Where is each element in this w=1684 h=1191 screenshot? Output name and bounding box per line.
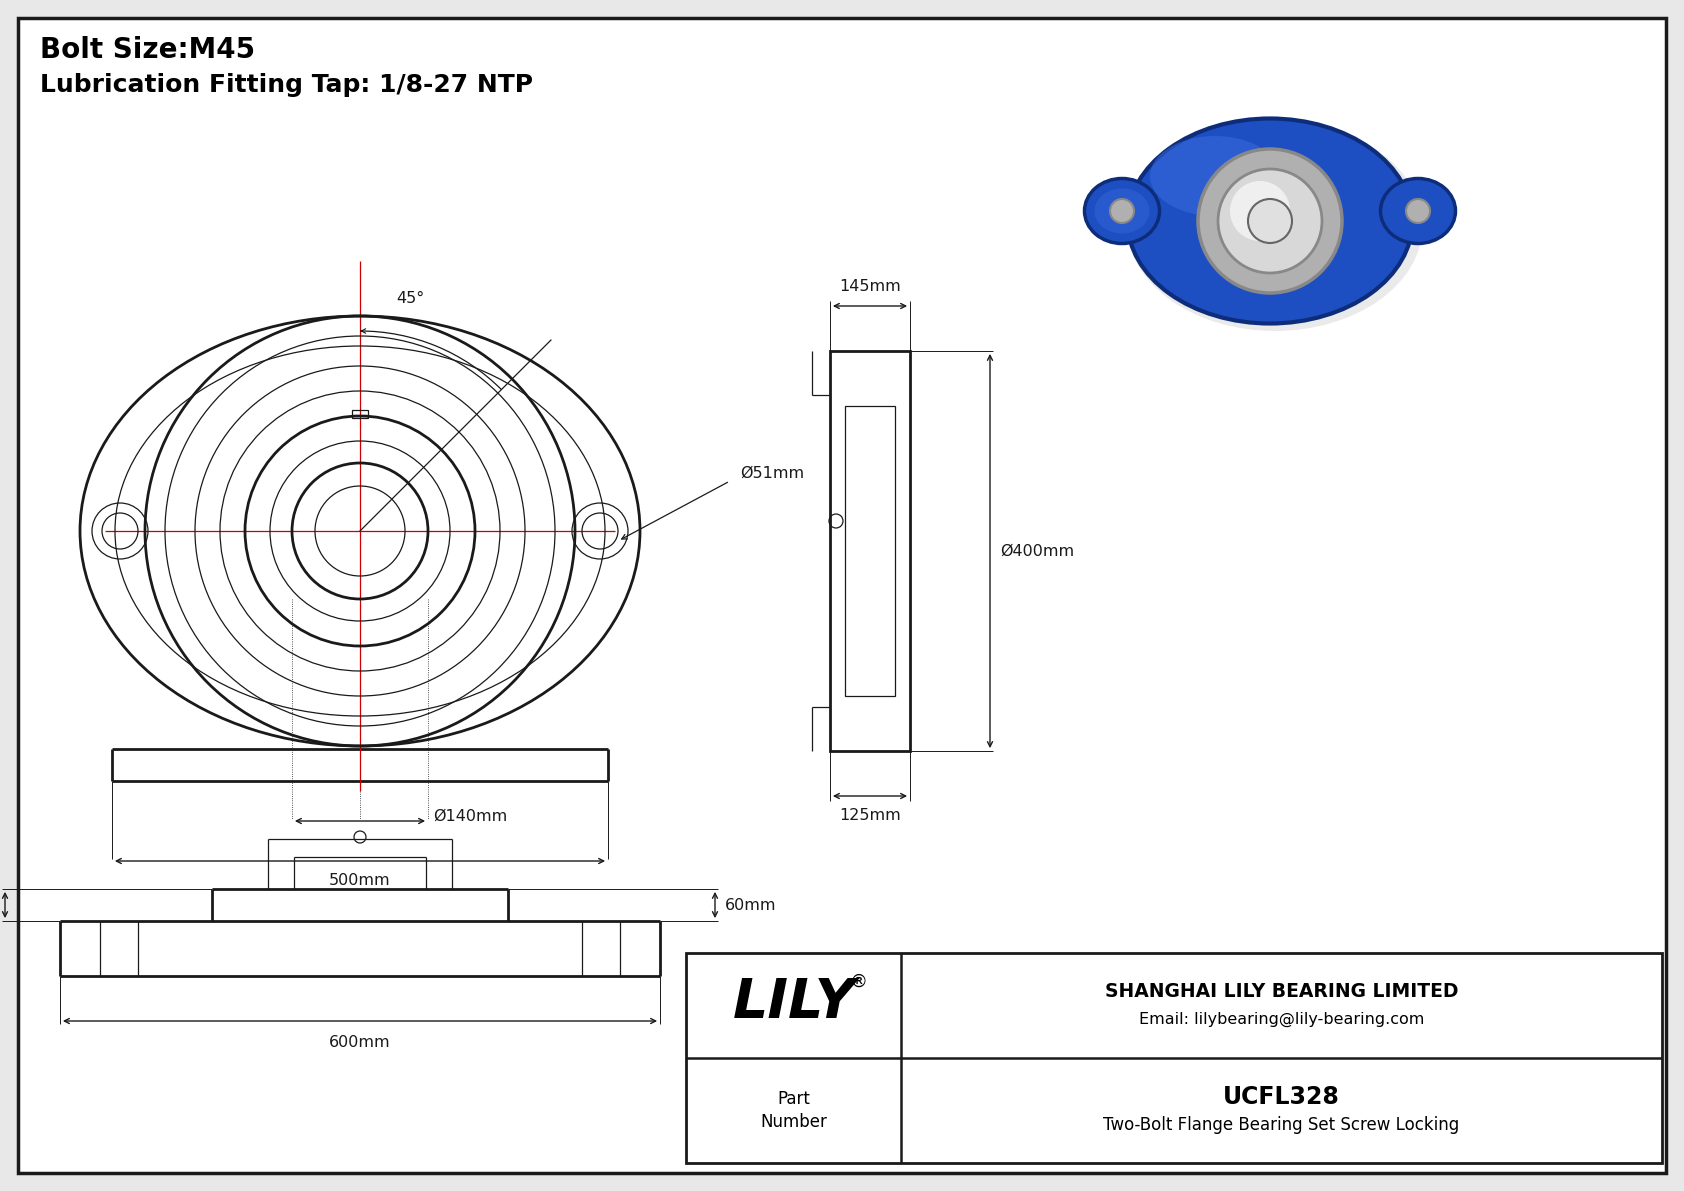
Bar: [685, 953, 1662, 1162]
Text: Email: lilybearing@lily-bearing.com: Email: lilybearing@lily-bearing.com: [1138, 1012, 1425, 1027]
Circle shape: [1406, 199, 1430, 223]
Text: Ø140mm: Ø140mm: [433, 809, 507, 823]
Circle shape: [1218, 169, 1322, 273]
Text: Part
Number: Part Number: [761, 1090, 827, 1131]
Text: 60mm: 60mm: [726, 898, 776, 912]
Text: LILY: LILY: [733, 977, 855, 1030]
Text: UCFL328: UCFL328: [1223, 1085, 1340, 1109]
Text: Two-Bolt Flange Bearing Set Screw Locking: Two-Bolt Flange Bearing Set Screw Lockin…: [1103, 1116, 1460, 1134]
Circle shape: [1248, 199, 1292, 243]
Bar: [845, 406, 894, 696]
Ellipse shape: [1381, 179, 1455, 243]
Text: ®: ®: [849, 973, 867, 991]
Bar: [830, 351, 909, 752]
Text: 145mm: 145mm: [839, 279, 901, 294]
Ellipse shape: [1150, 136, 1280, 216]
Text: Ø400mm: Ø400mm: [1000, 543, 1074, 559]
Text: Bolt Size:M45: Bolt Size:M45: [40, 36, 254, 64]
Text: 125mm: 125mm: [839, 807, 901, 823]
Circle shape: [1197, 149, 1342, 293]
Text: SHANGHAI LILY BEARING LIMITED: SHANGHAI LILY BEARING LIMITED: [1105, 983, 1458, 1000]
Bar: [352, 410, 369, 418]
Ellipse shape: [1084, 179, 1160, 243]
Ellipse shape: [1128, 118, 1413, 324]
Text: Lubrication Fitting Tap: 1/8-27 NTP: Lubrication Fitting Tap: 1/8-27 NTP: [40, 73, 534, 96]
Text: 600mm: 600mm: [328, 1035, 391, 1050]
Text: Ø51mm: Ø51mm: [739, 466, 805, 480]
Ellipse shape: [1128, 121, 1423, 331]
Circle shape: [1229, 181, 1290, 241]
Text: 500mm: 500mm: [328, 873, 391, 888]
Ellipse shape: [1095, 188, 1150, 233]
Circle shape: [1110, 199, 1133, 223]
Text: 45°: 45°: [396, 291, 424, 306]
